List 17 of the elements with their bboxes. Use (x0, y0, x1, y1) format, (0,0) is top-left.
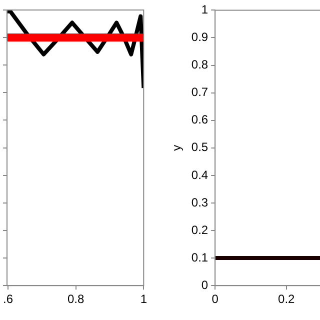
x-tick-label: .6 (3, 292, 14, 306)
x-tick-label: 1 (140, 292, 148, 306)
y-axis-title: y (170, 144, 184, 151)
y-tick-label: 0.9 (191, 30, 208, 44)
y-tick-label: 0.8 (191, 58, 208, 72)
x-tick-label: 0.2 (278, 292, 296, 306)
y-tick-label: 0.1 (191, 250, 208, 264)
y-tick-label: 0.5 (191, 140, 208, 154)
y-tick-label: 0.4 (191, 168, 208, 182)
y-tick-label: 0.3 (191, 195, 208, 210)
y-tick-label: 0.7 (191, 85, 208, 100)
x-tick-label: 0.8 (68, 292, 85, 306)
y-tick-label: 0.6 (191, 112, 208, 127)
y-tick-label: 1 (201, 2, 208, 17)
y-tick-label: 0 (201, 278, 208, 292)
y-tick-label: 0.2 (191, 222, 208, 237)
x-tick-label: 0 (212, 292, 219, 306)
